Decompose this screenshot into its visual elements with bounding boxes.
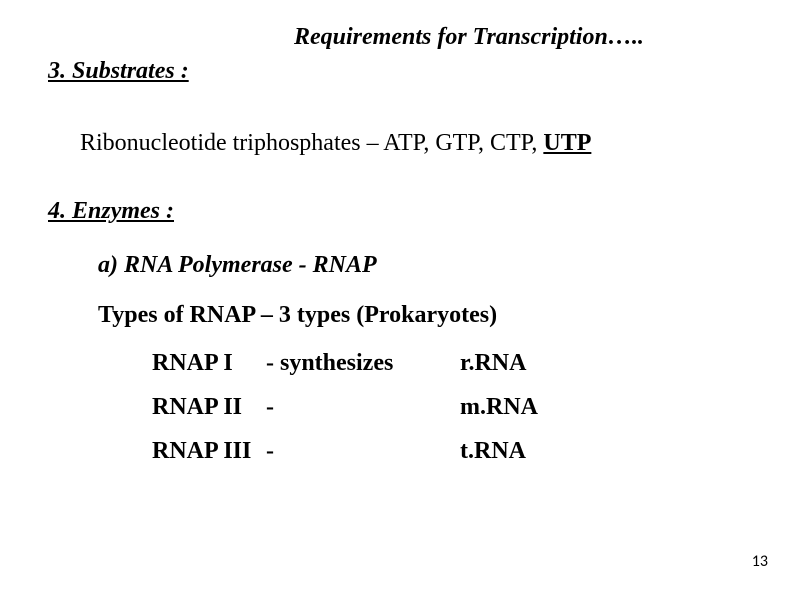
page-title: Requirements for Transcription….. — [294, 24, 644, 51]
rnap-product: m.RNA — [460, 394, 538, 421]
slide-container: Requirements for Transcription….. 3. Sub… — [0, 0, 794, 595]
heading-enzymes: 4. Enzymes : — [48, 198, 174, 225]
substrates-utp: UTP — [543, 130, 591, 156]
rnap-label: RNAP III — [152, 438, 251, 465]
rnap-label: RNAP II — [152, 394, 242, 421]
substrates-prefix: Ribonucleotide triphosphates – ATP, GTP,… — [80, 130, 543, 156]
table-row: RNAP III - t.RNA — [0, 438, 794, 470]
rnap-product: r.RNA — [460, 350, 526, 377]
rnap-middle: - synthesizes — [266, 350, 393, 377]
rnap-middle: - — [266, 394, 274, 421]
table-row: RNAP I - synthesizes r.RNA — [0, 350, 794, 382]
substrates-text: Ribonucleotide triphosphates – ATP, GTP,… — [80, 130, 591, 157]
rnap-middle: - — [266, 438, 274, 465]
rnap-product: t.RNA — [460, 438, 526, 465]
types-line: Types of RNAP – 3 types (Prokaryotes) — [98, 302, 497, 329]
item-rnap: a) RNA Polymerase - RNAP — [98, 252, 377, 279]
rnap-label: RNAP I — [152, 350, 233, 377]
heading-substrates: 3. Substrates : — [48, 58, 189, 85]
table-row: RNAP II - m.RNA — [0, 394, 794, 426]
page-number: 13 — [752, 552, 768, 571]
